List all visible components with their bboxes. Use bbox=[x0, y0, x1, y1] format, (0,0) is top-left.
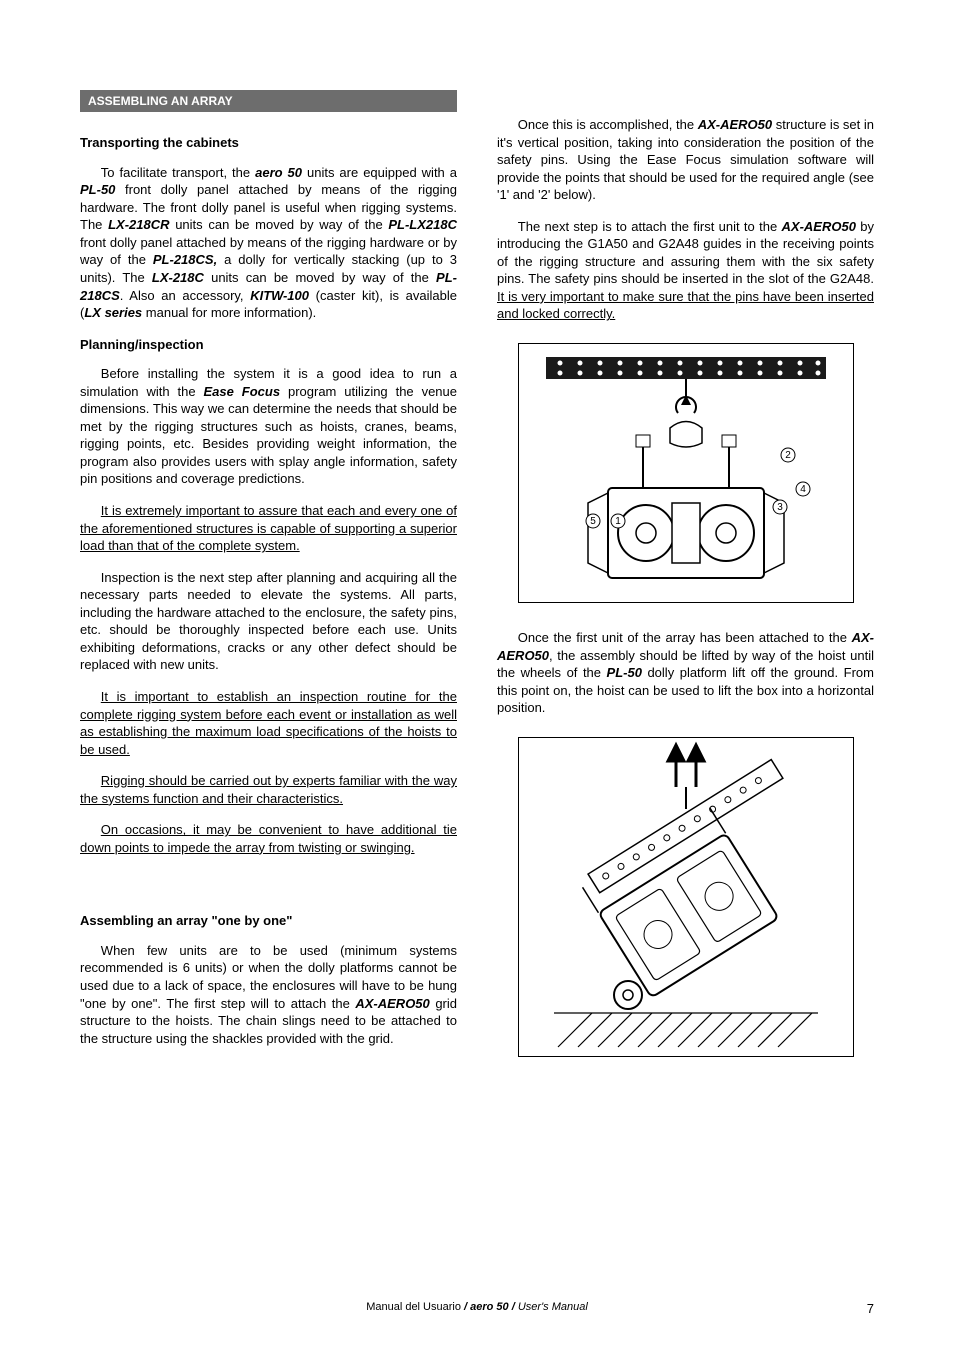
diagram-2-icon bbox=[518, 737, 854, 1057]
t: User's Manual bbox=[515, 1301, 588, 1313]
t: program utilizing the venue dimensions. … bbox=[80, 384, 457, 487]
diagram-1-icon: REAR ◄ FRONT ► bbox=[518, 343, 854, 603]
section-header: ASSEMBLING AN ARRAY bbox=[80, 90, 457, 112]
t: PL-218CS, bbox=[153, 252, 217, 267]
t: units can be moved by way of the bbox=[204, 270, 436, 285]
para-vertical-position: Once this is accomplished, the AX-AERO50… bbox=[497, 116, 874, 204]
figure-hoist-lift bbox=[497, 737, 874, 1057]
svg-text:2: 2 bbox=[785, 450, 791, 461]
svg-text:4: 4 bbox=[800, 484, 806, 495]
page-footer: Manual del Usuario / aero 50 / User's Ma… bbox=[80, 1301, 874, 1316]
para-important-structures: It is extremely important to assure that… bbox=[80, 502, 457, 555]
para-inspection: Inspection is the next step after planni… bbox=[80, 569, 457, 674]
t: LX series bbox=[84, 305, 142, 320]
t: . Also an accessory, bbox=[120, 288, 250, 303]
t: PL-LX218C bbox=[388, 217, 457, 232]
t: AX-AERO50 bbox=[355, 996, 429, 1011]
para-lift-assembly: Once the first unit of the array has bee… bbox=[497, 629, 874, 717]
t: AX-AERO50 bbox=[782, 219, 856, 234]
t: / aero 50 / bbox=[464, 1301, 515, 1313]
t: KITW-100 bbox=[250, 288, 309, 303]
label-rear: REAR ◄ bbox=[558, 383, 582, 389]
t: Manual del Usuario bbox=[366, 1301, 464, 1313]
svg-text:3: 3 bbox=[777, 502, 783, 513]
footer-center: Manual del Usuario / aero 50 / User's Ma… bbox=[80, 1301, 874, 1313]
t: It is very important to make sure that t… bbox=[497, 289, 874, 322]
t: Once this is accomplished, the bbox=[518, 117, 698, 132]
t: LX-218C bbox=[152, 270, 204, 285]
t: manual for more information). bbox=[142, 305, 316, 320]
t: PL-50 bbox=[80, 182, 115, 197]
svg-text:5: 5 bbox=[590, 516, 596, 527]
t: Ease Focus bbox=[203, 384, 280, 399]
para-inspection-routine: It is important to establish an inspecti… bbox=[80, 688, 457, 758]
t: AX-AERO50 bbox=[698, 117, 772, 132]
t: PL-50 bbox=[607, 665, 642, 680]
subhead-one-by-one: Assembling an array "one by one" bbox=[80, 912, 457, 930]
para-transporting: To facilitate transport, the aero 50 uni… bbox=[80, 164, 457, 322]
t: aero 50 bbox=[255, 165, 302, 180]
svg-text:1: 1 bbox=[615, 516, 621, 527]
t: units can be moved by way of the bbox=[170, 217, 389, 232]
figure-rigging-bar: REAR ◄ FRONT ► bbox=[497, 343, 874, 603]
para-tie-down: On occasions, it may be convenient to ha… bbox=[80, 821, 457, 856]
t: It is extremely important to assure that… bbox=[80, 503, 457, 553]
para-attach-first-unit: The next step is to attach the first uni… bbox=[497, 218, 874, 323]
para-rigging-experts: Rigging should be carried out by experts… bbox=[80, 772, 457, 807]
t: To facilitate transport, the bbox=[101, 165, 255, 180]
subhead-transporting: Transporting the cabinets bbox=[80, 134, 457, 152]
right-column: Once this is accomplished, the AX-AERO50… bbox=[497, 90, 874, 1083]
t: LX-218CR bbox=[108, 217, 169, 232]
t: Once the first unit of the array has bee… bbox=[518, 630, 852, 645]
t: It is important to establish an inspecti… bbox=[80, 689, 457, 757]
left-column: ASSEMBLING AN ARRAY Transporting the cab… bbox=[80, 90, 457, 1083]
para-planning-1: Before installing the system it is a goo… bbox=[80, 365, 457, 488]
subhead-planning: Planning/inspection bbox=[80, 336, 457, 354]
t: units are equipped with a bbox=[302, 165, 457, 180]
t: The next step is to attach the first uni… bbox=[518, 219, 782, 234]
t: Rigging should be carried out by experts… bbox=[80, 773, 457, 806]
t: On occasions, it may be convenient to ha… bbox=[80, 822, 457, 855]
para-one-by-one: When few units are to be used (minimum s… bbox=[80, 942, 457, 1047]
svg-text:FRONT ►: FRONT ► bbox=[814, 383, 842, 389]
